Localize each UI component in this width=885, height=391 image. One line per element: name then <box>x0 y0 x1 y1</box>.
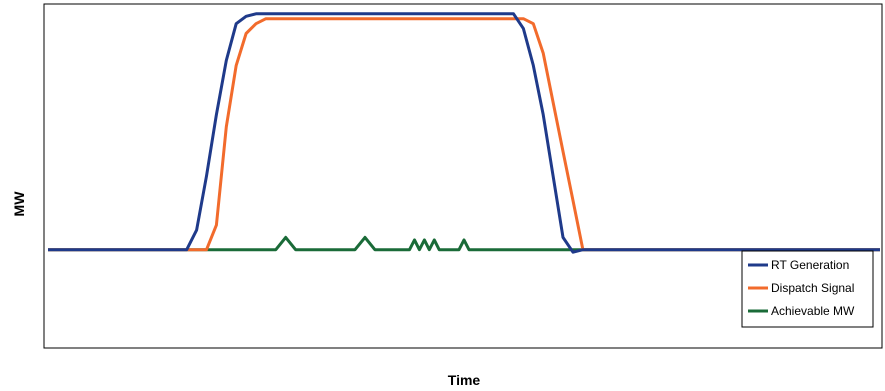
series-line-rt-generation <box>48 12 880 254</box>
legend: RT Generation Dispatch Signal Achievable M… <box>741 250 874 328</box>
y-axis-title: MW <box>11 191 27 217</box>
series-layer <box>48 12 880 254</box>
legend-label: Achievable MW <box>771 304 855 318</box>
x-axis-title: Time <box>448 372 481 388</box>
legend-label: Dispatch Signal <box>771 281 854 295</box>
legend-items: RT Generation Dispatch Signal Achievable M… <box>748 258 855 318</box>
legend-label: RT Generation <box>771 258 849 272</box>
